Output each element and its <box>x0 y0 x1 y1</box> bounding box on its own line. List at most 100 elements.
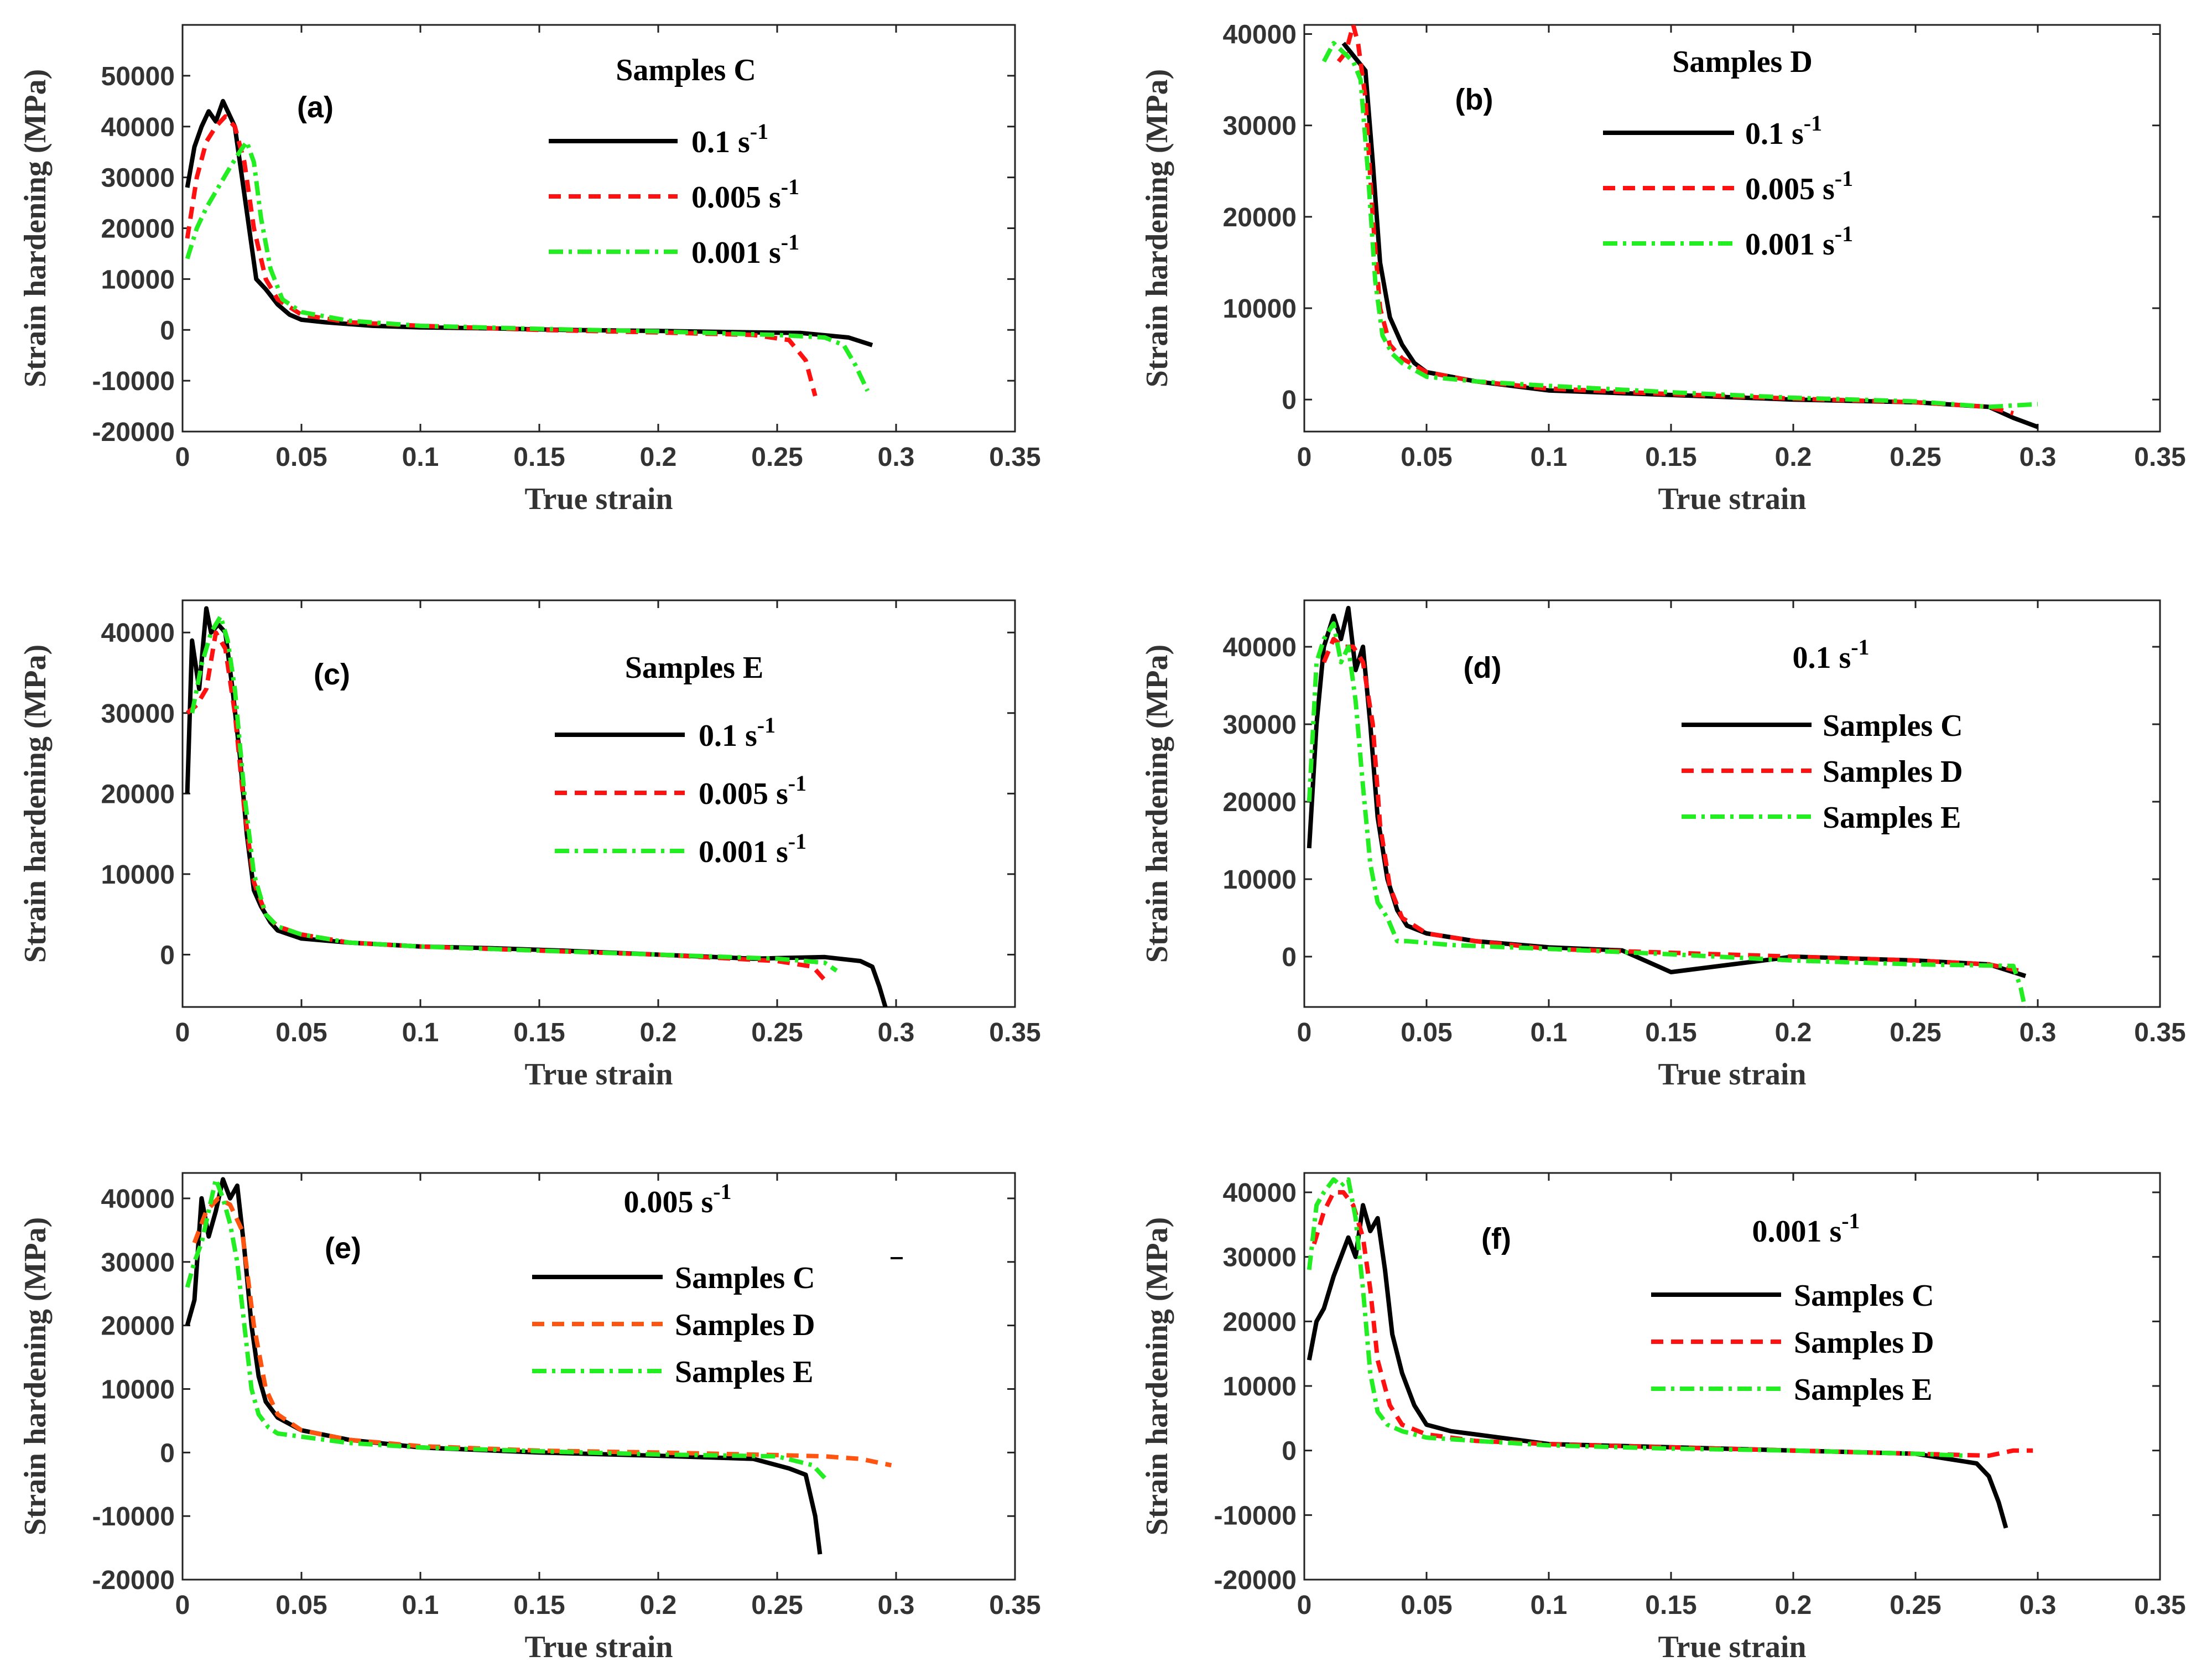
legend-entry-name: Samples C <box>675 1261 815 1295</box>
series-line-0 <box>1307 1203 2008 1529</box>
legend-entry-name: Samples D <box>1794 1326 1934 1360</box>
x-tick-label: 0.25 <box>1890 1591 1941 1620</box>
x-tick-label: 0.1 <box>402 443 439 472</box>
x-tick-label: 0.15 <box>1645 1018 1696 1047</box>
legend-entry-name: Samples C <box>1823 709 1963 743</box>
plot-frame <box>181 1172 1016 1581</box>
x-tick-label: 0 <box>1297 443 1312 472</box>
y-tick-label: 20000 <box>1223 203 1297 232</box>
panel-label: (d) <box>1464 651 1502 684</box>
legend-entry: Samples E <box>1794 1373 1933 1407</box>
y-tick-label: 40000 <box>1223 20 1297 50</box>
x-tick-label: 0.3 <box>2020 443 2057 472</box>
panel-5: 0 0.05 0.1 0.15 0.2 0.25 0.3 0.35 -20000 -10000 0 1… <box>1140 1172 2186 1664</box>
x-tick-label: 0.35 <box>989 443 1040 472</box>
legend-title: Samples D <box>1672 45 1813 79</box>
x-tick-label: 0.25 <box>1890 1018 1941 1047</box>
panel-2: 0 0.05 0.1 0.15 0.2 0.25 0.3 0.35 0 10000 20000 300… <box>18 599 1041 1092</box>
legend-entry-exponent: -1 <box>781 174 799 199</box>
legend: Samples E0.1 s-10.005 s-10.001 s-1 <box>555 651 806 869</box>
legend-title-exponent: -1 <box>1851 635 1869 660</box>
y-tick-label: 30000 <box>101 164 175 193</box>
x-tick-label: 0.15 <box>513 1018 565 1047</box>
x-tick-label: 0.1 <box>1531 443 1568 472</box>
legend-entry-unit: s <box>745 719 757 753</box>
plot-frame <box>181 24 1016 433</box>
y-tick-label: 40000 <box>101 1185 175 1214</box>
legend-entry-name: 0.001 <box>1745 227 1815 262</box>
y-tick-label: 0 <box>1282 386 1297 415</box>
x-tick-label: 0.15 <box>513 1591 565 1620</box>
y-tick-label: 10000 <box>1223 1372 1297 1401</box>
y-tick-label: 30000 <box>101 699 175 729</box>
x-tick-label: 0.35 <box>989 1591 1040 1620</box>
y-tick-label: -10000 <box>1214 1501 1297 1530</box>
legend: 0.1 s-1 Samples C Samples D Samples E <box>1682 635 1963 835</box>
legend-entry: Samples E <box>675 1355 814 1389</box>
y-tick-label: 20000 <box>101 780 175 809</box>
legend-entry-unit: s <box>1823 227 1835 262</box>
x-tick-label: 0.35 <box>989 1018 1040 1047</box>
x-tick-label: 0.2 <box>640 1591 677 1620</box>
x-tick-label: 0.1 <box>1531 1591 1568 1620</box>
legend-entry: Samples D <box>1794 1326 1934 1360</box>
x-axis-label: True strain <box>1658 1057 1806 1092</box>
series-line-0 <box>1341 41 2039 429</box>
panel-label: (f) <box>1481 1222 1511 1255</box>
legend: Samples D0.1 s-10.005 s-10.001 s-1 <box>1603 45 1853 262</box>
x-tick-label: 0 <box>175 1591 190 1620</box>
x-tick-label: 0.3 <box>878 443 915 472</box>
x-tick-label: 0.05 <box>1401 1591 1452 1620</box>
legend-entry-exponent: -1 <box>750 119 768 144</box>
x-tick-label: 0.05 <box>275 1591 327 1620</box>
legend-entry-name: Samples C <box>1794 1279 1934 1313</box>
legend-entry-name: 0.005 <box>699 777 768 811</box>
x-tick-label: 0.35 <box>2134 443 2185 472</box>
legend-title-exponent: -1 <box>1841 1208 1860 1233</box>
x-tick-label: 0.25 <box>751 443 803 472</box>
series-line-1 <box>1336 25 2014 416</box>
x-tick-label: 0.05 <box>275 1018 327 1047</box>
y-tick-label: -10000 <box>92 1502 175 1531</box>
legend: Samples C0.1 s-10.005 s-10.001 s-1 <box>549 53 799 270</box>
legend-entry-name: Samples E <box>1794 1373 1933 1407</box>
y-tick-label: 40000 <box>101 619 175 648</box>
x-axis-label: True strain <box>1658 482 1806 516</box>
legend-title-exponent: -1 <box>713 1179 731 1204</box>
series-line-2 <box>1307 621 2027 1007</box>
series-line-2 <box>185 1177 826 1480</box>
legend-title-text: 0.001 s <box>1752 1214 1841 1249</box>
legend-title: 0.001 s-1 <box>1752 1208 1860 1249</box>
legend-entry-name: 0.1 <box>1745 117 1784 151</box>
legend-entry: Samples C <box>675 1261 815 1295</box>
legend-entry: 0.005 s-1 <box>691 174 799 215</box>
x-tick-label: 0.2 <box>640 443 677 472</box>
legend-entry-name: 0.001 <box>699 835 768 869</box>
legend-title-text: 0.1 s <box>1792 641 1851 675</box>
x-tick-label: 0.35 <box>2134 1018 2185 1047</box>
panel-0: 0 0.05 0.1 0.15 0.2 0.25 0.3 0.35 -20000 -10000 0 1… <box>18 24 1041 516</box>
legend-entry-exponent: -1 <box>1804 111 1822 136</box>
legend-entry-name: 0.1 <box>699 719 737 753</box>
panel-1: 0 0.05 0.1 0.15 0.2 0.25 0.3 0.35 0 10000 20000 300… <box>1140 20 2186 516</box>
legend-title-text: Samples C <box>616 53 756 87</box>
legend-entry-unit: s <box>776 835 788 869</box>
legend-title: Samples E <box>625 651 764 685</box>
legend-title: 0.005 s-1 <box>623 1179 731 1219</box>
y-tick-label: 10000 <box>1223 294 1297 324</box>
x-tick-label: 0.05 <box>1401 1018 1452 1047</box>
series-line-2 <box>1321 41 2038 409</box>
legend-entry: 0.001 s-1 <box>691 230 799 270</box>
x-axis-label: True strain <box>524 1630 673 1664</box>
series-line-2 <box>190 614 838 973</box>
legend-entry-name: 0.001 <box>691 236 761 270</box>
series-line-0 <box>185 606 888 1007</box>
x-tick-label: 0.1 <box>402 1018 439 1047</box>
x-tick-label: 0 <box>1297 1018 1312 1047</box>
plot-frame <box>181 599 1016 1008</box>
legend-entry-name: 0.005 <box>1745 172 1815 206</box>
y-tick-label: 20000 <box>101 215 175 244</box>
legend: 0.001 s-1 Samples C Samples D Samples E <box>1651 1208 1934 1407</box>
x-tick-label: 0.2 <box>1775 1591 1812 1620</box>
